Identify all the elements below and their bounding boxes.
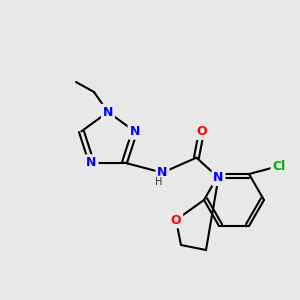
Text: N: N — [129, 125, 140, 138]
Text: H: H — [155, 177, 162, 187]
Text: N: N — [103, 106, 113, 118]
Text: O: O — [171, 214, 181, 226]
Text: N: N — [213, 171, 224, 184]
Text: Cl: Cl — [272, 160, 286, 172]
Text: O: O — [196, 125, 207, 138]
Text: N: N — [157, 166, 168, 179]
Text: N: N — [86, 156, 97, 169]
